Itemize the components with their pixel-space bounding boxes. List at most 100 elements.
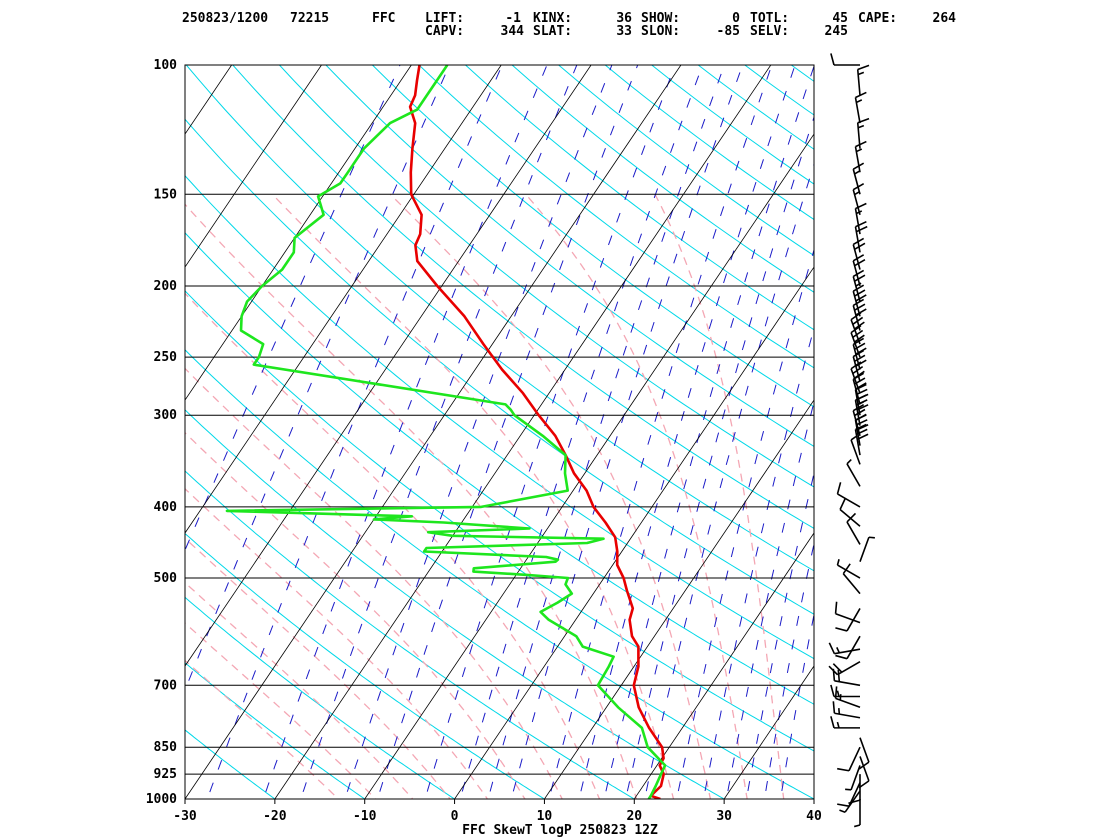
wind-barb-flag xyxy=(855,294,867,302)
wind-barb xyxy=(858,737,870,770)
wind-barb-flag xyxy=(854,303,866,311)
dry-adiabat-line xyxy=(185,596,456,799)
wind-barb-staff xyxy=(848,746,861,772)
wind-barb-half-flag xyxy=(853,824,861,828)
wind-barb xyxy=(835,608,861,632)
wind-barb-flag xyxy=(855,359,867,367)
dry-adiabat-line xyxy=(185,409,726,799)
wind-barb xyxy=(858,756,870,789)
wind-barb xyxy=(828,642,861,655)
wind-barb-staff xyxy=(846,635,861,660)
wind-barb-half-flag xyxy=(836,559,840,566)
header-cape-label: CAPE: xyxy=(858,11,897,26)
wind-barb-half-flag xyxy=(857,124,865,129)
wind-barb-half-flag xyxy=(836,690,840,697)
wind-barb-flag xyxy=(832,663,843,673)
wind-barb xyxy=(852,269,866,302)
plot-frame xyxy=(184,64,815,800)
wind-barb-flag xyxy=(835,627,848,632)
isotherm-line xyxy=(364,133,814,799)
pressure-tick-label: 400 xyxy=(154,500,178,515)
wind-barb-half-flag xyxy=(856,148,863,153)
wind-barb-flag xyxy=(837,803,850,808)
wind-barb xyxy=(845,765,861,791)
isotherm-line xyxy=(543,399,814,799)
wind-barb-flag xyxy=(836,482,842,495)
wind-barb-flag xyxy=(856,225,868,233)
wind-barb xyxy=(832,701,861,719)
wind-barb-staff xyxy=(837,660,861,676)
moist-adiabat-line xyxy=(185,431,526,799)
wind-barb xyxy=(854,140,867,173)
header-cape-value: 264 xyxy=(933,11,957,26)
wind-barb-flag xyxy=(834,601,838,614)
isotherm-line xyxy=(185,65,323,268)
wind-barb-flag xyxy=(837,669,841,682)
mixing-ratio-line xyxy=(702,326,814,799)
wind-barb xyxy=(850,435,861,465)
mixing-ratio-line xyxy=(603,65,814,799)
dry-adiabat-line xyxy=(185,798,186,799)
pressure-tick-label: 100 xyxy=(154,58,178,73)
wind-barb-flag xyxy=(858,761,870,770)
mixing-ratio-line xyxy=(424,65,676,799)
mixing-ratio-line xyxy=(344,65,613,799)
wind-barb-flag xyxy=(852,254,865,262)
dry-adiabat-line xyxy=(185,729,276,799)
dry-adiabat-line xyxy=(185,65,814,572)
header-show-label: SHOW: xyxy=(641,11,680,26)
moist-adiabat-line xyxy=(185,581,414,799)
dry-adiabat-line xyxy=(185,662,366,799)
wind-barb-flag xyxy=(830,684,835,697)
wind-barb-staff xyxy=(842,573,861,595)
isobars xyxy=(185,65,814,799)
wind-barb-staff xyxy=(835,612,861,624)
wind-barb-flag xyxy=(835,654,848,660)
wind-barb xyxy=(854,220,868,253)
header-capv-value: 344 xyxy=(501,24,525,39)
mixing-ratio-line xyxy=(745,471,814,799)
isotherm-line xyxy=(185,65,682,799)
wind-barb-half-flag xyxy=(836,647,841,654)
mixing-ratio-line xyxy=(548,65,773,799)
wind-barb-staff xyxy=(834,679,861,687)
isotherm-line xyxy=(0,49,63,815)
mixing-ratio-line xyxy=(644,162,814,799)
mixing-ratio-line xyxy=(725,400,814,799)
temperature-tick-label: 10 xyxy=(537,809,553,824)
header-kinx-value: 36 xyxy=(616,11,632,26)
wind-barb-staff xyxy=(839,508,861,527)
moist-adiabat-line xyxy=(654,194,785,799)
sounding-header: 250823/1200 72215 FFC LIFT: -1 KINX: 36 … xyxy=(182,11,956,39)
dry-adiabat-line xyxy=(185,532,546,799)
wind-barb-flag xyxy=(855,347,867,355)
dry-adiabat-line xyxy=(557,65,814,257)
wind-barb-flag xyxy=(855,140,867,148)
wind-barb-flag xyxy=(854,258,866,267)
wind-barb xyxy=(835,635,861,660)
dry-adiabat-line xyxy=(1044,49,1120,815)
mixing-ratio-line xyxy=(459,65,704,799)
pressure-tick-label: 850 xyxy=(154,740,178,755)
wind-barb-half-flag xyxy=(846,459,852,465)
pressure-tick-label: 1000 xyxy=(146,792,177,807)
dry-adiabat-line xyxy=(861,49,1120,815)
wind-barb-staff xyxy=(837,564,861,579)
isotherm-line xyxy=(185,65,412,401)
header-kinx-label: KINX: xyxy=(533,11,572,26)
wind-barb xyxy=(856,64,870,96)
header-slon-value: -85 xyxy=(717,24,740,39)
wind-barb-flag xyxy=(854,289,866,297)
header-selv-value: 245 xyxy=(825,24,848,39)
dry-adiabat-line xyxy=(185,118,814,615)
mixing-ratio-line xyxy=(185,65,401,552)
isotherm-line xyxy=(813,798,814,799)
wind-barb-half-flag xyxy=(845,788,852,791)
wind-barb xyxy=(853,799,861,828)
header-slat-label: SLAT: xyxy=(533,24,572,39)
dewpoint-line xyxy=(225,65,667,799)
header-lift-label: LIFT: xyxy=(425,11,464,26)
dry-adiabat-line xyxy=(1090,49,1120,815)
wind-barb xyxy=(852,254,866,287)
isotherm-line xyxy=(0,49,153,815)
